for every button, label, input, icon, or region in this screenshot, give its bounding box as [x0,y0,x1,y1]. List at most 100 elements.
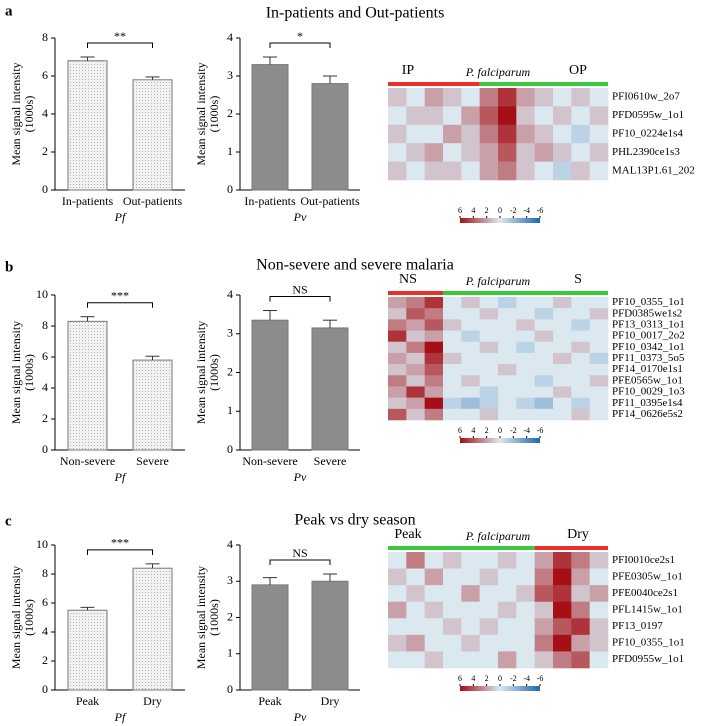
significance-label: ** [114,29,126,43]
heatmap-cell [424,386,444,398]
heatmap-cell [553,618,572,636]
heatmap-cell [406,352,425,365]
heatmap-cell [461,386,480,398]
heatmap-cell [589,319,609,331]
colorbar-tick-label: 0 [498,206,502,215]
colorbar-tick-label: -2 [510,426,517,435]
heatmap-cell [388,397,407,410]
heatmap-cell [479,161,499,181]
heatmap-cell [553,161,572,181]
group-bar [479,82,608,86]
species-label: P. falciparum [465,274,531,288]
heatmap-cell [424,308,444,320]
heatmap-cell [498,375,517,387]
heatmap-cell [443,106,462,126]
heatmap-cell [571,297,590,309]
heatmap-cell [589,375,609,387]
heatmap-cell [424,143,444,162]
heatmap-cell [388,124,407,144]
colorbar-tick-label: -2 [510,206,517,215]
heatmap-cell [498,161,517,181]
heatmap-cell [479,330,499,343]
heatmap-cell [571,634,590,652]
heatmap-cell [553,634,572,652]
heatmap-cell [498,143,517,162]
colorbar-tick-label: 0 [498,426,502,435]
heatmap-cell [406,634,425,652]
heatmap-cell [443,308,462,320]
heatmap-cell [461,161,480,181]
heatmap-cell [424,408,444,421]
heatmap-cell [516,552,535,569]
bar-texture [68,321,107,450]
heatmap-cell [589,330,609,343]
heatmap-cell [534,308,554,320]
heatmap-cell [388,161,407,181]
x-axis-label: Pv [293,710,307,724]
x-axis-label: Pv [293,470,307,484]
panel-title: Non-severe and severe malaria [256,257,454,274]
heatmap-cell [388,297,407,309]
x-axis-label: Pf [114,470,127,484]
row-label: PFE0040ce2s1 [612,587,678,599]
colorbar-tick-label: 4 [471,426,475,435]
heatmap-cell [424,319,444,331]
heatmap-cell [516,341,535,354]
heatmap-cell [406,143,425,162]
heatmap-cell [406,585,425,603]
heatmap-cell [406,341,425,354]
heatmap-cell [461,585,480,603]
heatmap-cell [516,585,535,603]
x-tick-label: Dry [143,694,162,708]
heatmap-cell [571,386,590,398]
heatmap-cell [498,297,517,309]
group-label: Dry [567,527,589,542]
y-axis-label: Mean signal intensity [194,566,208,669]
heatmap-cell [516,297,535,309]
x-tick-label: Severe [314,454,347,468]
heatmap-cell [589,124,609,144]
bar-texture [68,60,107,190]
colorbar-tick-label: -2 [510,674,517,683]
row-label: PFE0565w_1o1 [612,374,683,386]
heatmap-cell [553,364,572,376]
heatmap-cell [553,88,572,107]
heatmap-cell [388,601,407,619]
heatmap-cell [406,364,425,376]
heatmap-cell [516,352,535,365]
heatmap-cell [461,106,480,126]
heatmap-cell [388,651,407,669]
heatmap-cell [516,308,535,320]
heatmap-cell [461,568,480,586]
heatmap-cell [589,143,609,162]
significance-bracket [87,549,153,555]
heatmap-cell [406,330,425,343]
heatmap-cell [406,297,425,309]
heatmap-cell [406,601,425,619]
heatmap-cell [571,88,590,107]
y-axis-label: Mean signal intensity [9,321,23,424]
heatmap-cell [461,297,480,309]
group-label: NS [399,272,417,287]
heatmap-cell [571,106,590,126]
colorbar-tick-label: 2 [485,206,489,215]
heatmap-cell [534,408,554,421]
heatmap-cell [553,319,572,331]
panel-title: In-patients and Out-patients [266,5,445,22]
y-axis-label: (1000s) [207,354,221,391]
heatmap-cell [479,375,499,387]
heatmap-cell [589,88,609,107]
heatmap-cell [516,88,535,107]
heatmap-cell [498,106,517,126]
y-tick-label: 10 [36,287,48,301]
heatmap-cell [388,88,407,107]
heatmap-cell [571,568,590,586]
row-label: PF10_0224e1s4 [612,128,683,140]
x-axis-label: Pv [293,210,307,224]
heatmap-cell [571,161,590,181]
colorbar [460,686,540,691]
heatmap-cell [443,651,462,669]
heatmap-cell [534,601,554,619]
heatmap-cell [571,330,590,343]
